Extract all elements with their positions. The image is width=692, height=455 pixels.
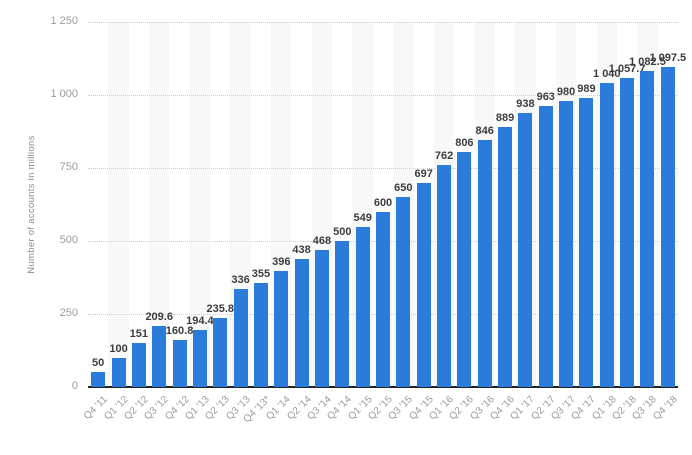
value-label: 50 xyxy=(92,357,105,370)
value-label: 989 xyxy=(577,83,596,96)
bar xyxy=(376,211,390,387)
bar xyxy=(192,330,207,387)
value-label: 806 xyxy=(455,136,474,149)
bar xyxy=(111,357,126,387)
value-label: 1 082.5 xyxy=(629,55,666,68)
value-label: 468 xyxy=(312,235,332,248)
value-label: 697 xyxy=(414,168,433,181)
y-tick-label: 1 000 xyxy=(50,88,78,100)
bar xyxy=(314,250,329,387)
bar xyxy=(477,139,492,387)
bar xyxy=(91,372,106,387)
value-label: 151 xyxy=(129,327,149,340)
value-label: 235.8 xyxy=(206,303,234,316)
value-label: 762 xyxy=(434,149,454,162)
bar xyxy=(498,127,513,387)
bar xyxy=(518,113,533,387)
gridline xyxy=(88,22,678,23)
bar xyxy=(294,259,309,387)
gridline xyxy=(88,95,678,96)
value-label: 160.8 xyxy=(165,325,194,338)
bar xyxy=(253,283,268,387)
y-tick-label: 500 xyxy=(59,234,78,246)
bar xyxy=(172,340,187,387)
value-label: 980 xyxy=(556,85,576,98)
bar xyxy=(131,342,146,387)
value-label: 1 097.5 xyxy=(649,51,687,64)
bar xyxy=(233,288,248,387)
bar xyxy=(396,197,411,387)
value-label: 938 xyxy=(516,98,535,111)
value-label: 500 xyxy=(333,226,352,238)
y-tick-label: 0 xyxy=(71,380,78,392)
value-label: 100 xyxy=(109,342,128,355)
bar xyxy=(538,105,553,387)
plot-area: 50 100 151 209.6 160.8 194.4 235.8 336 355 396 438… xyxy=(88,22,686,388)
bar xyxy=(599,83,614,387)
bar xyxy=(620,78,635,387)
value-label: 600 xyxy=(373,196,393,209)
value-label: 650 xyxy=(394,182,413,195)
x-axis-line xyxy=(88,386,678,388)
value-label: 846 xyxy=(475,124,494,137)
value-label: 1 040 xyxy=(593,68,621,81)
gridline xyxy=(88,168,678,169)
background-stripe xyxy=(189,22,211,387)
bar xyxy=(355,226,370,387)
bar xyxy=(416,183,431,387)
y-tick-label: 1 250 xyxy=(50,15,78,27)
value-label: 396 xyxy=(272,256,291,269)
value-label: 438 xyxy=(292,244,311,257)
bar xyxy=(579,98,594,387)
value-label: 209.6 xyxy=(145,310,173,323)
y-tick-label: 250 xyxy=(59,307,78,319)
value-label: 1 057.7 xyxy=(608,63,646,76)
value-label: 355 xyxy=(251,268,271,281)
bar xyxy=(213,318,228,387)
bar xyxy=(559,100,574,387)
value-label: 963 xyxy=(536,90,555,103)
value-label: 336 xyxy=(231,273,250,286)
background-stripe xyxy=(149,22,170,387)
bar xyxy=(152,325,167,387)
bar xyxy=(335,241,350,387)
bar xyxy=(457,151,472,387)
bar xyxy=(660,66,675,387)
value-label: 194.4 xyxy=(186,315,214,328)
value-label: 889 xyxy=(495,112,515,125)
y-axis-title: Number of accounts in millions xyxy=(25,134,37,274)
bar xyxy=(274,271,289,387)
value-label: 549 xyxy=(353,211,372,224)
bar xyxy=(640,70,655,387)
background-stripe xyxy=(108,22,129,387)
bar xyxy=(437,164,452,387)
y-tick-label: 750 xyxy=(59,161,78,173)
